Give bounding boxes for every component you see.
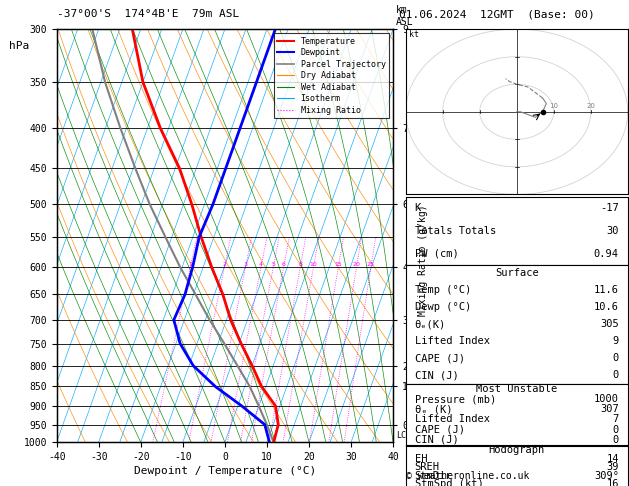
Text: K: K	[415, 203, 421, 213]
Text: Temp (°C): Temp (°C)	[415, 285, 471, 295]
Text: Lifted Index: Lifted Index	[415, 336, 489, 347]
Text: -37°00'S  174°4B'E  79m ASL: -37°00'S 174°4B'E 79m ASL	[57, 9, 239, 19]
Text: 3: 3	[243, 262, 247, 267]
Text: 16: 16	[606, 479, 619, 486]
Text: 0: 0	[613, 434, 619, 445]
Text: 10: 10	[309, 262, 318, 267]
Text: 4: 4	[259, 262, 263, 267]
Text: StmDir: StmDir	[415, 471, 452, 481]
Text: EH: EH	[415, 454, 427, 464]
Text: 1000: 1000	[594, 394, 619, 404]
Text: 7: 7	[613, 415, 619, 424]
Text: 0: 0	[613, 353, 619, 364]
Text: CIN (J): CIN (J)	[415, 370, 459, 381]
Text: 305: 305	[600, 319, 619, 330]
Text: θₑ (K): θₑ (K)	[415, 404, 452, 414]
Text: CIN (J): CIN (J)	[415, 434, 459, 445]
Text: 01.06.2024  12GMT  (Base: 00): 01.06.2024 12GMT (Base: 00)	[399, 9, 595, 19]
Text: Dewp (°C): Dewp (°C)	[415, 302, 471, 312]
Text: 9: 9	[613, 336, 619, 347]
Text: km
ASL: km ASL	[396, 5, 414, 27]
Text: -17: -17	[600, 203, 619, 213]
Text: © weatheronline.co.uk: © weatheronline.co.uk	[406, 471, 529, 481]
Text: 5: 5	[271, 262, 276, 267]
Text: 1: 1	[189, 262, 192, 267]
Text: 14: 14	[606, 454, 619, 464]
Text: θₑ(K): θₑ(K)	[415, 319, 446, 330]
Text: 20: 20	[586, 103, 595, 109]
Text: Surface: Surface	[495, 268, 538, 278]
Text: 2: 2	[223, 262, 226, 267]
Text: 0: 0	[613, 370, 619, 381]
Text: 39: 39	[606, 462, 619, 472]
Text: 0.94: 0.94	[594, 248, 619, 259]
Text: 309°: 309°	[594, 471, 619, 481]
Legend: Temperature, Dewpoint, Parcel Trajectory, Dry Adiabat, Wet Adiabat, Isotherm, Mi: Temperature, Dewpoint, Parcel Trajectory…	[274, 34, 389, 118]
Text: PW (cm): PW (cm)	[415, 248, 459, 259]
Text: 15: 15	[335, 262, 342, 267]
Text: Totals Totals: Totals Totals	[415, 226, 496, 236]
Text: 10: 10	[549, 103, 558, 109]
Text: StmSpd (kt): StmSpd (kt)	[415, 479, 483, 486]
Text: 11.6: 11.6	[594, 285, 619, 295]
Text: Mixing Ratio (g/kg): Mixing Ratio (g/kg)	[418, 204, 428, 316]
Text: 25: 25	[367, 262, 375, 267]
Text: 0: 0	[613, 424, 619, 434]
Text: 6: 6	[282, 262, 286, 267]
Text: Hodograph: Hodograph	[489, 445, 545, 455]
Text: 10.6: 10.6	[594, 302, 619, 312]
Text: 307: 307	[600, 404, 619, 414]
Text: 8: 8	[298, 262, 302, 267]
Text: SREH: SREH	[415, 462, 440, 472]
Text: CAPE (J): CAPE (J)	[415, 353, 465, 364]
Text: CAPE (J): CAPE (J)	[415, 424, 465, 434]
Text: 30: 30	[606, 226, 619, 236]
Text: 20: 20	[353, 262, 360, 267]
Text: Lifted Index: Lifted Index	[415, 415, 489, 424]
Text: LCL: LCL	[396, 431, 411, 440]
Text: hPa: hPa	[9, 41, 29, 52]
Text: kt: kt	[409, 31, 420, 39]
Text: Pressure (mb): Pressure (mb)	[415, 394, 496, 404]
Text: Most Unstable: Most Unstable	[476, 384, 557, 394]
X-axis label: Dewpoint / Temperature (°C): Dewpoint / Temperature (°C)	[134, 466, 316, 476]
